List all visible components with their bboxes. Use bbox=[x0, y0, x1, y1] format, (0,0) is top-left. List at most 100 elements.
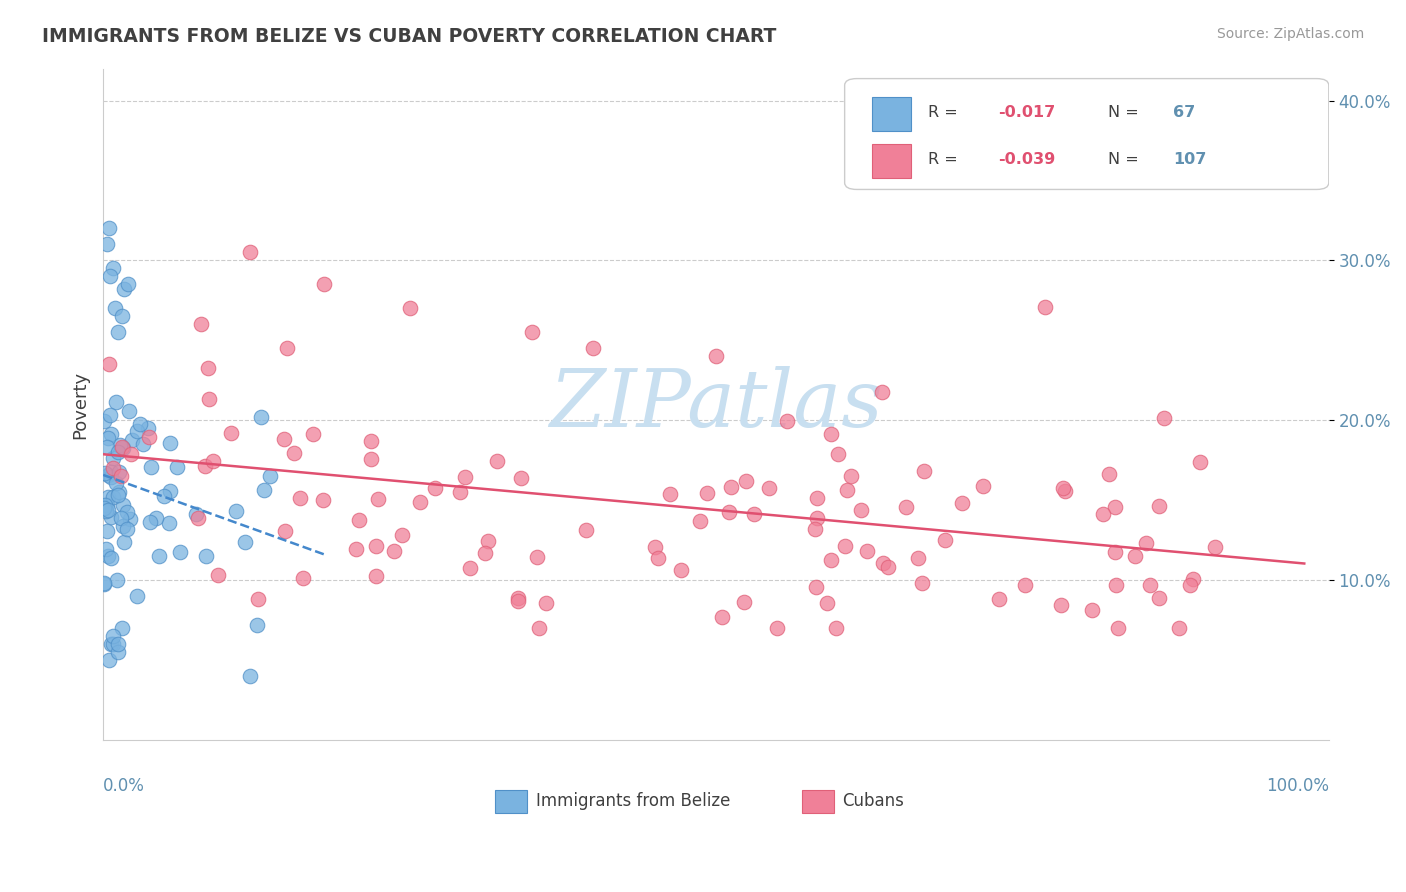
Point bbox=[96, 237, 118, 252]
Point bbox=[477, 534, 499, 549]
Point bbox=[197, 360, 219, 375]
Point bbox=[367, 491, 389, 506]
Point bbox=[97, 491, 120, 505]
Bar bbox=[801, 790, 834, 813]
Point bbox=[870, 385, 893, 400]
Point bbox=[529, 621, 551, 635]
Point bbox=[689, 514, 711, 528]
Text: N =: N = bbox=[1108, 104, 1144, 120]
Point bbox=[110, 510, 132, 524]
Point bbox=[896, 500, 918, 515]
Point bbox=[108, 438, 131, 452]
Point bbox=[259, 468, 281, 483]
Point bbox=[1167, 621, 1189, 635]
Point bbox=[454, 469, 477, 483]
Point bbox=[110, 469, 132, 483]
Point bbox=[121, 433, 143, 447]
Point bbox=[117, 522, 139, 536]
Point bbox=[291, 571, 314, 585]
Point bbox=[145, 511, 167, 525]
Point bbox=[101, 629, 124, 643]
Point bbox=[696, 485, 718, 500]
Point bbox=[806, 511, 828, 525]
Point bbox=[107, 637, 129, 651]
Point bbox=[837, 483, 859, 497]
Point bbox=[108, 485, 131, 500]
Text: 67: 67 bbox=[1173, 104, 1195, 120]
Point bbox=[96, 498, 118, 512]
Text: 100.0%: 100.0% bbox=[1265, 777, 1329, 796]
Point bbox=[94, 504, 117, 518]
Point bbox=[827, 447, 849, 461]
Point bbox=[138, 430, 160, 444]
Bar bbox=[872, 145, 911, 178]
Point bbox=[97, 431, 120, 445]
Point bbox=[1098, 467, 1121, 482]
Point bbox=[201, 454, 224, 468]
Point bbox=[720, 480, 742, 494]
Point bbox=[107, 326, 129, 340]
Point bbox=[776, 414, 799, 428]
Point bbox=[912, 464, 935, 478]
Point bbox=[159, 483, 181, 498]
Point bbox=[806, 491, 828, 506]
Point bbox=[360, 434, 382, 448]
Point bbox=[141, 459, 163, 474]
Point bbox=[934, 533, 956, 547]
Point bbox=[104, 475, 127, 490]
Point bbox=[93, 577, 115, 591]
Point bbox=[283, 446, 305, 460]
Point bbox=[103, 450, 125, 465]
Text: 0.0%: 0.0% bbox=[103, 777, 145, 796]
Point bbox=[100, 551, 122, 566]
Point bbox=[207, 568, 229, 582]
Point bbox=[96, 524, 118, 538]
FancyBboxPatch shape bbox=[845, 78, 1329, 189]
Text: Source: ZipAtlas.com: Source: ZipAtlas.com bbox=[1216, 27, 1364, 41]
Bar bbox=[872, 97, 911, 131]
Point bbox=[347, 513, 370, 527]
Point bbox=[107, 487, 129, 501]
Point bbox=[138, 515, 160, 529]
Point bbox=[187, 510, 209, 524]
Point bbox=[107, 445, 129, 459]
Point bbox=[1053, 483, 1076, 498]
Point bbox=[93, 414, 115, 428]
Point bbox=[93, 499, 115, 513]
Point bbox=[105, 573, 128, 587]
Point bbox=[159, 435, 181, 450]
Point bbox=[110, 621, 132, 635]
Y-axis label: Poverty: Poverty bbox=[72, 370, 89, 439]
Point bbox=[107, 645, 129, 659]
Point bbox=[112, 441, 135, 455]
Point bbox=[364, 539, 387, 553]
Point bbox=[312, 277, 335, 292]
Point bbox=[97, 503, 120, 517]
Point bbox=[276, 342, 298, 356]
Point bbox=[302, 427, 325, 442]
Point bbox=[104, 395, 127, 409]
Point bbox=[485, 454, 508, 468]
Point bbox=[815, 596, 838, 610]
Point bbox=[391, 528, 413, 542]
Point bbox=[115, 505, 138, 519]
Point bbox=[1189, 455, 1212, 469]
Point bbox=[194, 459, 217, 474]
Point bbox=[96, 541, 118, 556]
Point bbox=[1182, 572, 1205, 586]
Text: R =: R = bbox=[928, 104, 963, 120]
Point bbox=[239, 669, 262, 683]
Text: -0.017: -0.017 bbox=[998, 104, 1054, 120]
Point bbox=[1153, 411, 1175, 425]
Point bbox=[1049, 598, 1071, 612]
Point bbox=[506, 594, 529, 608]
Point bbox=[820, 553, 842, 567]
Point bbox=[506, 591, 529, 605]
Point bbox=[536, 596, 558, 610]
Point bbox=[100, 466, 122, 480]
Point bbox=[166, 459, 188, 474]
Point bbox=[97, 357, 120, 371]
Point bbox=[877, 560, 900, 574]
Point bbox=[907, 551, 929, 566]
Point bbox=[100, 426, 122, 441]
